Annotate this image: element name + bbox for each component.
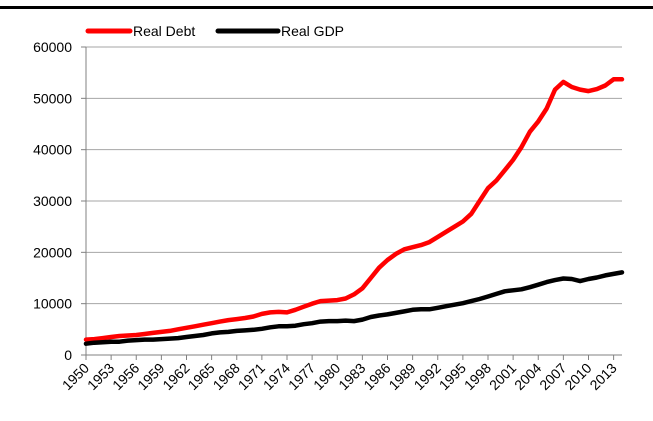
x-tick-label: 1980: [310, 360, 343, 393]
legend: Real Debt Real GDP: [85, 23, 344, 39]
legend-label-real-gdp: Real GDP: [281, 23, 344, 39]
y-tick-label: 50000: [33, 90, 72, 106]
x-tick-label: 1953: [84, 360, 117, 393]
series-line-real-debt: [83, 77, 625, 342]
y-tick-label: 0: [64, 347, 72, 363]
x-tick-label: 2004: [511, 360, 544, 393]
series-line-real-gdp: [83, 270, 625, 346]
y-tick-label: 40000: [33, 142, 72, 158]
legend-label-real-debt: Real Debt: [133, 23, 195, 39]
x-tick-label: 1983: [335, 360, 368, 393]
x-tick-label: 1962: [159, 360, 192, 393]
x-tick-label: 1986: [360, 360, 393, 393]
x-tick-label: 1989: [385, 360, 418, 393]
series-lines: [83, 77, 625, 346]
x-tick-label: 1974: [260, 360, 293, 393]
x-tick-label: 1968: [210, 360, 243, 393]
x-tick-label: 1995: [436, 360, 469, 393]
y-tick-label: 20000: [33, 244, 72, 260]
top-border-rule: [0, 6, 653, 9]
y-axis: 0 10000 20000 30000 40000 50000 60000: [33, 39, 87, 363]
x-tick-label: 1998: [461, 360, 494, 393]
x-tick-label: 1950: [59, 360, 92, 393]
x-tick-label: 1965: [184, 360, 217, 393]
gridlines: [86, 46, 622, 305]
x-tick-label: 1977: [285, 360, 318, 393]
x-tick-label: 1971: [235, 360, 268, 393]
x-tick-label: 2007: [536, 360, 569, 393]
x-tick-label: 1956: [109, 360, 142, 393]
y-tick-label: 10000: [33, 296, 72, 312]
x-tick-label: 2013: [586, 360, 619, 393]
x-tick-label: 1992: [411, 360, 444, 393]
y-tick-label: 30000: [33, 193, 72, 209]
y-tick-label: 60000: [33, 39, 72, 55]
x-tick-label: 2001: [486, 360, 519, 393]
x-tick-label: 1959: [134, 360, 167, 393]
x-tick-label: 2010: [561, 360, 594, 393]
x-axis: 1950195319561959196219651968197119741977…: [59, 354, 622, 393]
